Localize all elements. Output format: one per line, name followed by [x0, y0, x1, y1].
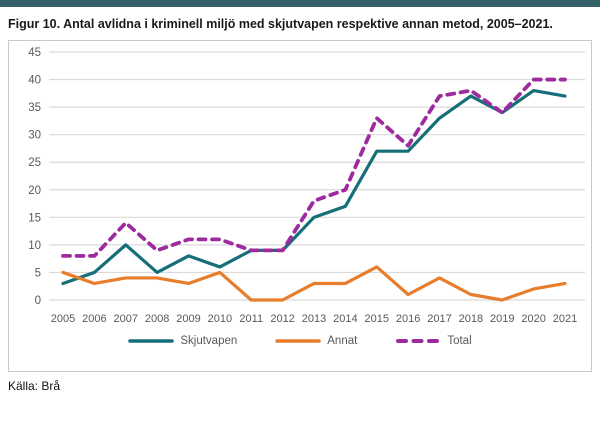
- y-tick-label: 20: [28, 185, 41, 197]
- line-chart: 0 5 10 15 20 25 30 35 40 45 2005 2006 2007 2008 2009 20…: [28, 47, 585, 325]
- x-tick-label: 2015: [365, 313, 389, 325]
- legend-item-total: Total: [395, 334, 472, 347]
- x-tick-label: 2008: [145, 313, 169, 325]
- y-tick-label: 0: [35, 295, 41, 307]
- y-tick-label: 5: [35, 267, 41, 279]
- figure-title: Figur 10. Antal avlidna i kriminell milj…: [8, 17, 553, 31]
- x-tick-label: 2013: [302, 313, 326, 325]
- total-line-swatch: [396, 338, 441, 343]
- y-tick-label: 30: [28, 129, 41, 141]
- x-tick-label: 2009: [176, 313, 200, 325]
- annat-line-swatch: [275, 339, 322, 343]
- skjutvapen-line-swatch: [128, 339, 175, 343]
- x-tick-label: 2010: [208, 313, 232, 325]
- series-line-annat: [61, 265, 567, 302]
- y-tick-label: 45: [28, 47, 41, 59]
- y-tick-label: 35: [28, 102, 41, 114]
- source-note: Källa: Brå: [8, 378, 61, 393]
- x-tick-label: 2005: [51, 313, 75, 325]
- chart-panel: 0 5 10 15 20 25 30 35 40 45 2005 2006 2007 2008 2009 20…: [8, 39, 592, 372]
- chart-legend: Skjutvapen Annat Total: [9, 335, 591, 347]
- y-tick-label: 15: [28, 212, 41, 224]
- y-tick-label: 10: [28, 240, 41, 252]
- x-tick-label: 2006: [82, 313, 106, 325]
- top-accent-bar: [0, 0, 600, 7]
- y-tick-label: 40: [28, 74, 41, 86]
- legend-label: Annat: [327, 334, 358, 347]
- x-tick-label: 2019: [490, 313, 514, 325]
- x-tick-label: 2020: [521, 313, 545, 325]
- x-tick-label: 2016: [396, 313, 420, 325]
- series-line-skjutvapen: [61, 88, 567, 285]
- x-tick-label: 2018: [459, 313, 483, 325]
- x-tick-label: 2017: [427, 313, 451, 325]
- legend-label: Total: [447, 334, 472, 347]
- legend-label: Skjutvapen: [180, 334, 238, 347]
- y-tick-label: 25: [28, 157, 41, 169]
- x-tick-label: 2021: [553, 313, 577, 325]
- x-tick-label: 2011: [239, 313, 263, 325]
- legend-item-skjutvapen: Skjutvapen: [128, 335, 237, 347]
- x-tick-label: 2014: [333, 313, 357, 325]
- x-tick-label: 2012: [270, 313, 294, 325]
- legend-item-annat: Annat: [275, 335, 357, 347]
- x-tick-label: 2007: [114, 313, 138, 325]
